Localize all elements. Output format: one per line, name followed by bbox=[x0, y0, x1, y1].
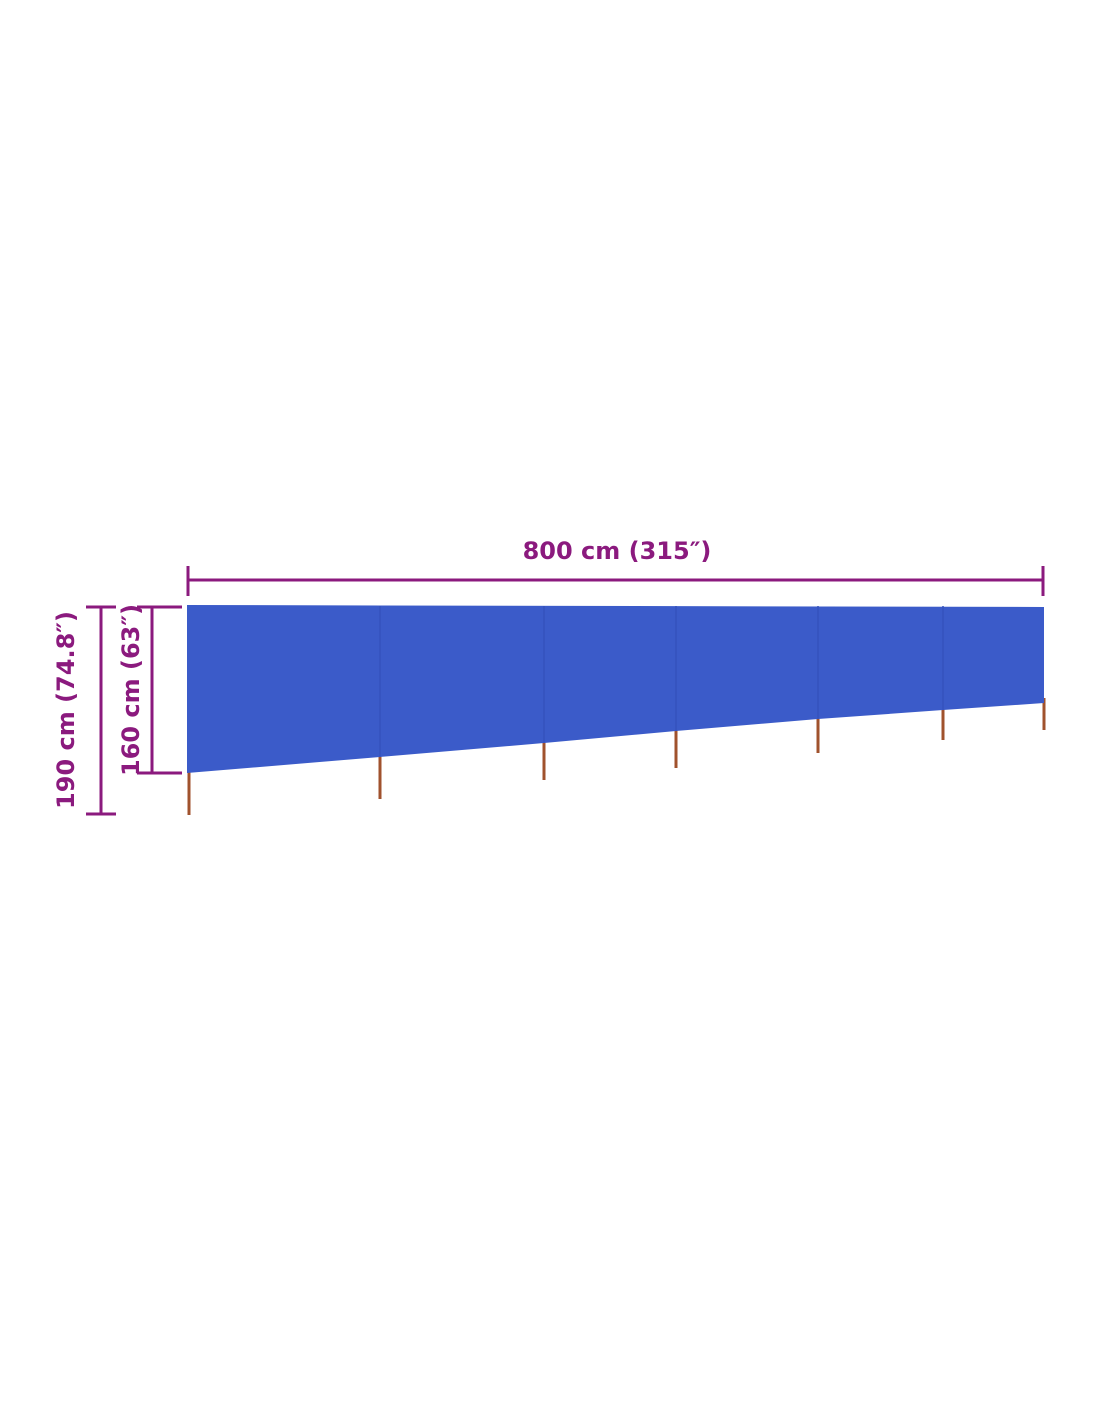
panel-height-label: 160 cm (63″) bbox=[117, 604, 145, 776]
width-label: 800 cm (315″) bbox=[523, 537, 712, 565]
total-height-label: 190 cm (74.8″) bbox=[52, 611, 80, 809]
panel-seams bbox=[379, 606, 944, 757]
windscreen-fabric bbox=[187, 605, 1044, 773]
dimension-lines bbox=[86, 566, 1045, 816]
poles bbox=[187, 698, 1046, 815]
